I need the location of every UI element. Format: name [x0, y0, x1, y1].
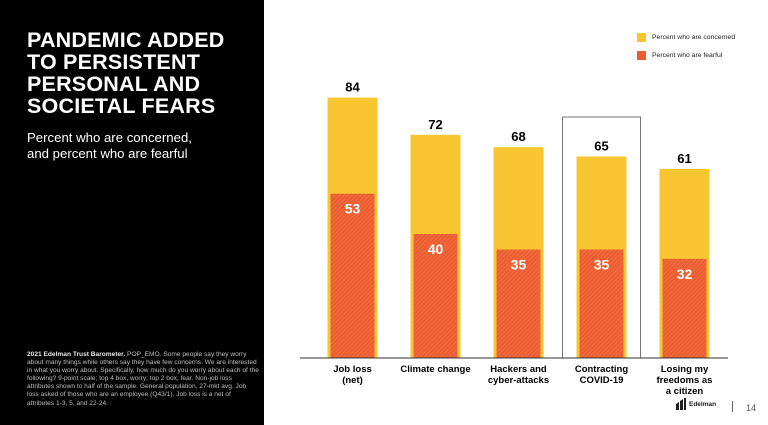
- category-label: cyber-attacks: [488, 375, 549, 386]
- data-label-fearful: 53: [345, 201, 361, 217]
- footnote-body: POP_EMO. Some people say they worry abou…: [27, 351, 259, 407]
- brand-name: Edelman: [689, 400, 717, 408]
- slide-title: PANDEMIC ADDED TO PERSISTENT PERSONAL AN…: [27, 28, 225, 118]
- chart-legend: Percent who are concerned Percent who ar…: [637, 30, 735, 66]
- legend-swatch-concerned: [637, 32, 646, 42]
- data-label-concerned: 84: [345, 80, 360, 95]
- legend-label-fearful: Percent who are fearful: [652, 51, 723, 59]
- brand-logo: Edelman: [676, 398, 716, 410]
- footnote-lead: 2021 Edelman Trust Barometer.: [27, 351, 126, 358]
- category-label: Hackers and: [490, 364, 547, 375]
- category-label: Losing my: [661, 364, 709, 375]
- category-label: Climate change: [400, 364, 470, 375]
- data-label-concerned: 61: [677, 151, 691, 166]
- legend-swatch-fearful: [637, 50, 646, 60]
- category-label: COVID-19: [580, 375, 624, 386]
- data-label-concerned: 68: [511, 129, 525, 144]
- category-label: Job loss: [333, 364, 372, 375]
- legend-item-fearful: Percent who are fearful: [637, 48, 735, 62]
- data-label-fearful: 40: [428, 241, 444, 257]
- category-label: Contracting: [575, 364, 629, 375]
- bar-fearful: [662, 258, 707, 358]
- page-number: 14: [746, 403, 757, 413]
- data-label-fearful: 35: [511, 257, 527, 273]
- category-label: freedoms as: [657, 375, 713, 386]
- category-label: (net): [342, 375, 363, 386]
- slide-subtitle: Percent who are concerned, and percent w…: [27, 130, 192, 161]
- data-label-concerned: 65: [594, 139, 608, 154]
- category-label: a citizen: [666, 386, 704, 397]
- data-label-fearful: 35: [594, 257, 610, 273]
- footer-divider: [732, 401, 733, 412]
- data-label-fearful: 32: [677, 266, 693, 282]
- legend-label-concerned: Percent who are concerned: [652, 33, 736, 41]
- data-label-concerned: 72: [428, 117, 442, 132]
- bar-fearful: [413, 234, 458, 358]
- bar-fearful: [579, 249, 624, 358]
- edelman-logo-icon: [676, 398, 686, 410]
- title-panel: PANDEMIC ADDED TO PERSISTENT PERSONAL AN…: [0, 0, 264, 425]
- bar-fearful: [330, 193, 375, 358]
- footnote: 2021 Edelman Trust Barometer. POP_EMO. S…: [27, 351, 259, 408]
- legend-item-concerned: Percent who are concerned: [637, 30, 735, 44]
- bar-fearful: [496, 249, 541, 358]
